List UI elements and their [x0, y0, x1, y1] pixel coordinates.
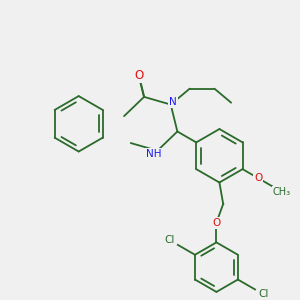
Text: O: O [254, 173, 262, 183]
Text: N: N [169, 97, 177, 106]
Text: CH₃: CH₃ [273, 187, 291, 197]
Text: Cl: Cl [258, 290, 269, 299]
Text: Cl: Cl [164, 235, 174, 245]
Text: NH: NH [146, 149, 161, 159]
Text: O: O [212, 218, 220, 228]
Text: O: O [134, 69, 143, 82]
